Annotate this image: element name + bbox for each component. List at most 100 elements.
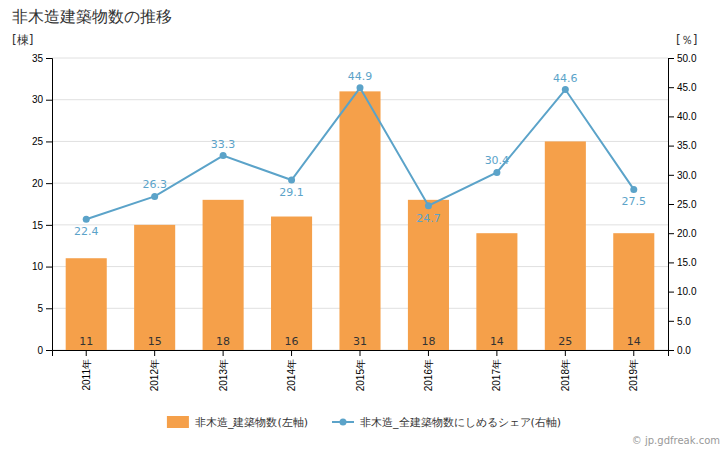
tick-mark [46, 350, 52, 351]
point [425, 202, 432, 209]
tick: 2015年 [355, 350, 366, 391]
tick-label: 15 [32, 220, 44, 231]
tick-label: 2017年 [491, 359, 502, 391]
x-axis: 2011年2012年2013年2014年2015年2016年2017年2018年… [53, 350, 669, 391]
y-axis: 05101520253035 [32, 53, 53, 356]
tick: 15.0 [668, 257, 697, 268]
legend-label: 非木造_建築物数(左軸) [195, 416, 308, 429]
legend: 非木造_建築物数(左軸) 非木造_全建築物数にしめるシェア(右軸) [167, 416, 561, 429]
tick: 5 [37, 303, 52, 314]
tick-label: 0 [37, 345, 43, 356]
data-label: 14 [627, 335, 641, 348]
tick: 10.0 [668, 286, 697, 297]
tick-mark [668, 292, 674, 293]
tick: 25.0 [668, 199, 697, 210]
plot: 051015202530350.05.010.015.020.025.030.0… [32, 53, 697, 392]
bar [545, 141, 586, 350]
tick-mark [668, 58, 674, 59]
point [83, 216, 90, 223]
bar [66, 258, 107, 350]
bar [271, 217, 312, 350]
data-label: 16 [285, 335, 299, 348]
tick-label: 2014年 [286, 359, 297, 391]
tick: 30.0 [668, 170, 697, 181]
tick: 25 [32, 136, 52, 147]
data-label: 18 [216, 335, 230, 348]
bar [476, 233, 517, 350]
bar [408, 200, 449, 350]
grid-line [52, 58, 668, 59]
tick-mark [428, 350, 429, 356]
tick-mark [46, 141, 52, 142]
tick-mark [46, 183, 52, 184]
grid [52, 58, 668, 350]
point [151, 193, 158, 200]
tick: 20 [32, 178, 52, 189]
tick-label: 20.0 [677, 228, 697, 239]
data-label: 31 [353, 335, 367, 348]
tick-label: 30.0 [677, 170, 697, 181]
tick: 10 [32, 261, 52, 272]
tick: 2011年 [81, 350, 92, 391]
y2-axis: 0.05.010.015.020.025.030.035.040.045.050… [668, 53, 697, 356]
tick: 2018年 [560, 350, 571, 391]
tick: 35.0 [668, 140, 697, 151]
tick-mark [668, 321, 674, 322]
tick: 2017年 [491, 350, 502, 391]
tick-label: 5.0 [677, 316, 691, 327]
data-label: 24.7 [416, 212, 441, 225]
tick: 2016年 [423, 350, 434, 391]
tick: 2013年 [218, 350, 229, 391]
data-label: 18 [421, 335, 435, 348]
tick-mark [46, 308, 52, 309]
point [288, 177, 295, 184]
data-label: 25 [558, 335, 572, 348]
tick-mark [86, 350, 87, 356]
tick-label: 2016年 [423, 359, 434, 391]
tick-mark [496, 350, 497, 356]
tick: 2014年 [286, 350, 297, 391]
tick-mark [291, 350, 292, 356]
tick: 2019年 [628, 350, 639, 391]
tick-mark [46, 100, 52, 101]
axis-line [46, 59, 53, 351]
marks [66, 84, 655, 350]
legend-item: 非木造_建築物数(左軸) [167, 416, 308, 429]
bar [134, 225, 175, 350]
bar [203, 200, 244, 350]
axis-line [53, 351, 669, 357]
line [86, 88, 634, 219]
point [562, 86, 569, 93]
bar-series [66, 91, 655, 350]
tick-label: 25.0 [677, 199, 697, 210]
tick-mark [668, 204, 674, 205]
bar [613, 233, 654, 350]
data-label: 29.1 [279, 186, 304, 199]
tick-mark [360, 350, 361, 356]
tick-mark [668, 146, 674, 147]
tick: 0.0 [668, 345, 691, 356]
tick-label: 2013年 [218, 359, 229, 391]
axis-title: [棟] [12, 33, 33, 47]
tick: 20.0 [668, 228, 697, 239]
data-label: 44.6 [553, 72, 578, 85]
line-series [83, 84, 638, 222]
tick-mark [668, 87, 674, 88]
tick-mark [223, 350, 224, 356]
axis-title: [％] [676, 33, 697, 47]
tick-label: 2011年 [81, 359, 92, 391]
annotation: © jp.gdfreak.com [632, 435, 720, 446]
legend-label: 非木造_全建築物数にしめるシェア(右軸) [360, 416, 561, 429]
tick-label: 40.0 [677, 111, 697, 122]
chart: 051015202530350.05.010.015.020.025.030.0… [0, 0, 728, 450]
data-labels: 11151816311814251422.426.333.329.144.924… [74, 70, 646, 348]
data-label: 26.3 [142, 178, 167, 191]
tick-mark [565, 350, 566, 356]
tick-label: 45.0 [677, 82, 697, 93]
data-label: 27.5 [622, 195, 647, 208]
data-label: 30.4 [485, 154, 510, 167]
data-label: 22.4 [74, 225, 99, 238]
tick-label: 2015年 [355, 359, 366, 391]
title: 非木造建築物数の推移 [12, 7, 172, 26]
tick-mark [46, 267, 52, 268]
